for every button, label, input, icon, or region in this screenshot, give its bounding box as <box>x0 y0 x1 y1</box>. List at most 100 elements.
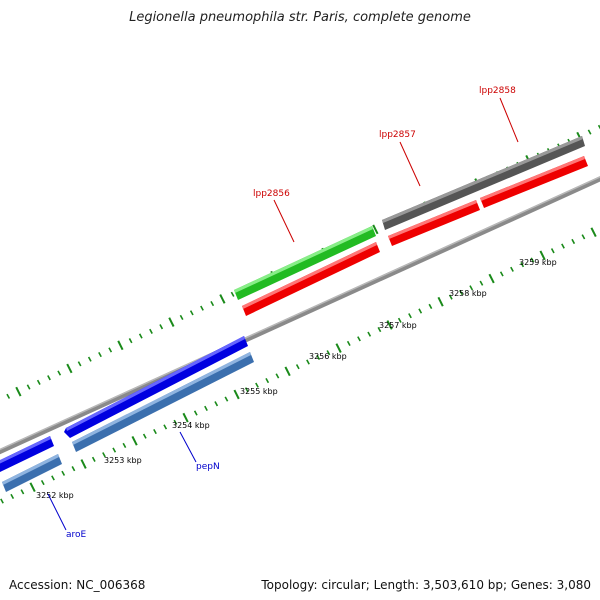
feature-reverse-aroE[interactable] <box>2 454 62 492</box>
inner-tick <box>153 428 157 435</box>
feature-forward-aroE[interactable] <box>0 436 54 472</box>
feature-forward-pepN[interactable] <box>64 336 248 438</box>
inner-tick <box>335 343 342 353</box>
inner-tick <box>326 350 331 356</box>
inner-tick <box>428 303 433 309</box>
inner-tick <box>131 435 138 446</box>
feature-lpp2857-gray[interactable] <box>382 136 585 230</box>
backbone <box>0 176 600 455</box>
inner-tick <box>0 498 4 504</box>
gene-label-leaders <box>47 97 519 531</box>
inner-tick <box>255 382 259 388</box>
inner-tick <box>590 227 597 238</box>
inner-tick <box>284 366 291 377</box>
outer-tick <box>57 370 62 376</box>
inner-tick <box>510 266 514 272</box>
outer-tick <box>15 386 22 397</box>
inner-tick <box>581 234 586 240</box>
outer-tick <box>168 317 175 327</box>
outer-tick <box>138 333 143 339</box>
outer-tick <box>108 347 113 353</box>
outer-tick <box>159 324 164 330</box>
scale-label: 3252 kbp <box>36 491 74 500</box>
inner-tick <box>51 475 55 481</box>
inner-tick <box>214 401 219 407</box>
outer-tick <box>219 294 226 304</box>
outer-tick <box>36 379 41 385</box>
inner-tick <box>173 419 178 425</box>
feature-lpp2858-red[interactable] <box>480 156 588 208</box>
inner-tick <box>40 479 45 486</box>
outer-tick <box>47 375 51 381</box>
inner-tick <box>233 389 240 400</box>
inner-tick <box>61 470 66 476</box>
scale-labels: 3252 kbp 3253 kbp 3254 kbp 3255 kbp 3256 kbp… <box>36 258 557 500</box>
accession-text: Accession: NC_006368 <box>9 578 146 592</box>
inner-tick <box>112 447 117 453</box>
inner-tick <box>71 466 76 472</box>
outer-tick <box>66 363 73 374</box>
outer-tick <box>77 361 82 367</box>
inner-tick <box>357 336 361 342</box>
topology-summary: Topology: circular; Length: 3,503,610 bp… <box>261 578 591 592</box>
inner-tick <box>346 340 351 347</box>
scale-label: 3255 kbp <box>240 387 278 396</box>
outer-tick <box>26 384 31 390</box>
inner-tick <box>306 359 310 365</box>
scale-label: 3258 kbp <box>449 289 487 298</box>
inner-tick <box>488 273 495 284</box>
outer-tick <box>587 129 592 135</box>
feature-reverse-pepN[interactable] <box>72 352 254 452</box>
inner-tick <box>295 364 300 370</box>
gene-label-lpp2858[interactable]: lpp2858 <box>479 86 516 96</box>
inner-tick <box>520 262 525 268</box>
inner-tick <box>193 410 198 416</box>
outer-tick <box>210 300 215 307</box>
outer-tick <box>189 310 194 316</box>
outer-tick <box>200 305 204 311</box>
feature-lpp2856-green[interactable] <box>234 226 376 300</box>
inner-tick <box>102 452 106 458</box>
inner-tick <box>499 271 504 277</box>
gene-label-aroE[interactable]: aroE <box>66 530 87 540</box>
inner-tick <box>122 442 127 449</box>
outer-tick <box>179 314 184 321</box>
inner-tick <box>397 317 402 323</box>
scale-label: 3253 kbp <box>104 456 142 465</box>
inner-tick <box>29 482 36 493</box>
inner-tick <box>571 238 576 245</box>
inner-tick <box>539 250 546 261</box>
inner-tick <box>386 320 393 330</box>
inner-tick <box>459 289 463 296</box>
inner-tick <box>561 243 565 249</box>
outer-tick <box>128 338 133 344</box>
gene-label-lpp2857[interactable]: lpp2857 <box>379 130 416 140</box>
inner-tick <box>275 373 280 379</box>
inner-tick-row <box>0 227 597 504</box>
inner-tick <box>530 257 535 263</box>
inner-tick <box>91 456 96 462</box>
inner-tick <box>377 326 382 333</box>
inner-tick <box>469 285 474 291</box>
gene-label-pepN[interactable]: pepN <box>196 462 220 472</box>
outer-tick <box>117 340 124 351</box>
inner-tick <box>265 377 270 384</box>
inner-tick <box>224 396 229 402</box>
outer-tick <box>149 328 153 334</box>
inner-tick <box>479 280 484 286</box>
scale-label: 3257 kbp <box>379 321 417 330</box>
feature-lpp2857-red[interactable] <box>388 200 480 246</box>
gene-label-lpp2856[interactable]: lpp2856 <box>253 189 290 199</box>
inner-tick <box>10 493 15 500</box>
scale-label: 3254 kbp <box>172 421 210 430</box>
inner-tick <box>418 308 423 314</box>
map-title: Legionella pneumophila str. Paris, compl… <box>129 10 471 25</box>
inner-tick <box>448 294 453 300</box>
outer-tick <box>6 393 11 399</box>
inner-tick <box>163 424 168 430</box>
feature-lpp2856-red[interactable] <box>242 242 380 316</box>
inner-tick <box>142 433 147 439</box>
outer-tick <box>98 351 102 358</box>
outer-tick <box>372 224 379 235</box>
